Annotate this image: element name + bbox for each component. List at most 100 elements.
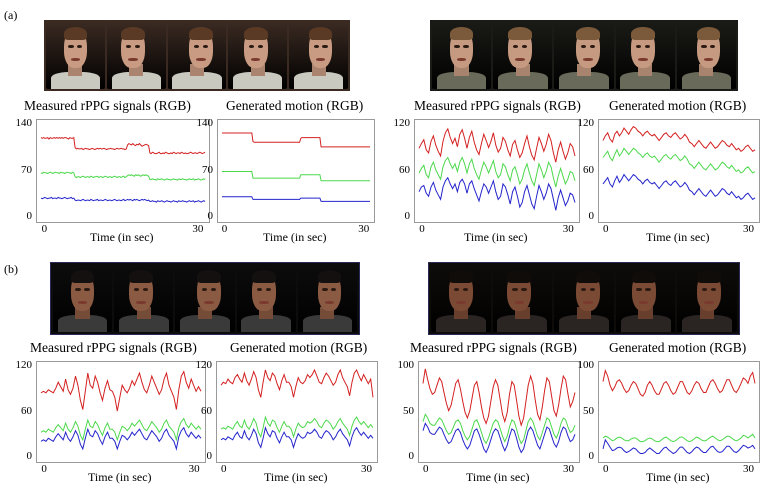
- face-strip-b2: [428, 262, 740, 335]
- chart-svg: [602, 125, 756, 201]
- y-tick-label: 120: [393, 117, 411, 129]
- chart-title-b2-measured: Measured rPPG signals (RGB): [410, 340, 577, 355]
- y-tick-label: 0: [26, 450, 33, 462]
- series-line-green: [40, 417, 202, 442]
- face-frame: [53, 265, 113, 332]
- series-line-red: [222, 132, 370, 148]
- y-tick-label: 50: [583, 404, 594, 417]
- chart-svg: [220, 368, 374, 450]
- chart-svg: [40, 370, 202, 451]
- x-axis-label: Time (in sec): [264, 470, 328, 484]
- series-line-red: [40, 136, 206, 155]
- plot-a1-measured: [36, 119, 210, 223]
- y-tick-label: 60: [21, 404, 32, 417]
- face-frame: [493, 22, 553, 89]
- face-frame: [615, 265, 676, 332]
- y-tick-label: 140: [196, 117, 214, 129]
- series-line-blue: [422, 422, 576, 454]
- x-tick-label: 30: [358, 223, 370, 235]
- x-tick-label: 30: [743, 463, 754, 475]
- series-line-green: [602, 147, 756, 174]
- y-tick-label: 140: [15, 117, 33, 129]
- chart-svg: [422, 368, 576, 454]
- x-tick-label: 0: [419, 223, 425, 235]
- x-tick-label: 0: [41, 223, 48, 235]
- y-tick-label: 60: [201, 404, 212, 417]
- plot-a2-motion: [598, 119, 760, 223]
- plot-b2-measured: [418, 361, 580, 463]
- face-frame: [46, 22, 105, 89]
- face-frame: [492, 265, 553, 332]
- series-line-red: [602, 125, 756, 152]
- face-strip-b1: [50, 262, 360, 335]
- face-frame: [236, 265, 296, 332]
- x-tick-label: 0: [221, 223, 228, 235]
- y-tick-label: 0: [207, 210, 214, 222]
- x-tick-label: 0: [221, 463, 227, 475]
- x-tick-label: 0: [603, 463, 609, 475]
- chart-title-a2-motion: Generated motion (RGB): [609, 98, 747, 113]
- series-line-red: [422, 368, 576, 427]
- face-frame: [106, 22, 166, 89]
- series-line-green: [222, 171, 370, 182]
- series-line-red: [40, 370, 202, 412]
- x-axis-label: Time (in sec): [263, 230, 327, 244]
- face-frame: [615, 22, 675, 89]
- face-strip-a1: [44, 20, 350, 91]
- y-tick-label: 120: [195, 359, 213, 371]
- chart-svg: [40, 136, 206, 203]
- plot-b1-motion: [216, 361, 378, 463]
- panel-label-b: (b): [4, 262, 18, 276]
- plot-a1-motion: [217, 119, 375, 223]
- series-line-green: [40, 171, 206, 181]
- plot-b2-motion: [598, 361, 760, 463]
- series-line-blue: [418, 176, 576, 211]
- chart-svg: [418, 127, 576, 211]
- y-tick-label: 0: [588, 210, 595, 222]
- face-strip-a2: [430, 20, 738, 91]
- face-frame: [167, 22, 227, 89]
- series-line-green: [220, 415, 374, 439]
- chart-title-a2-measured: Measured rPPG signals (RGB): [414, 98, 581, 113]
- series-line-blue: [40, 426, 202, 451]
- series-line-red: [602, 368, 756, 397]
- chart-title-b1-motion: Generated motion (RGB): [230, 340, 368, 355]
- series-line-blue: [40, 196, 206, 203]
- face-frame: [677, 265, 737, 332]
- face-frame: [114, 265, 174, 332]
- series-line-green: [602, 433, 756, 443]
- chart-title-b2-motion: Generated motion (RGB): [609, 340, 747, 355]
- chart-title-a1-measured: Measured rPPG signals (RGB): [24, 98, 191, 113]
- y-tick-label: 0: [588, 450, 595, 462]
- y-tick-label: 120: [15, 359, 33, 371]
- series-line-red: [418, 127, 576, 163]
- chart-svg: [602, 368, 756, 455]
- series-line-blue: [602, 438, 756, 455]
- face-frame: [431, 265, 491, 332]
- x-tick-label: 0: [423, 463, 429, 475]
- panel-label-a: (a): [4, 8, 18, 22]
- y-tick-label: 60: [583, 163, 594, 176]
- x-axis-label: Time (in sec): [466, 470, 530, 484]
- face-frame: [676, 22, 736, 89]
- y-tick-label: 120: [577, 117, 595, 129]
- x-tick-label: 0: [41, 463, 47, 475]
- y-tick-label: 0: [404, 210, 411, 222]
- x-tick-label: 30: [563, 463, 574, 475]
- series-line-blue: [220, 425, 374, 450]
- y-tick-label: 70: [202, 163, 213, 176]
- x-tick-label: 30: [361, 463, 372, 475]
- chart-title-a1-motion: Generated motion (RGB): [226, 98, 364, 113]
- y-tick-label: 100: [577, 359, 595, 371]
- series-line-green: [422, 413, 576, 445]
- face-frame: [289, 22, 348, 89]
- y-tick-label: 0: [26, 210, 33, 222]
- plot-a2-measured: [414, 119, 580, 223]
- x-tick-label: 0: [603, 223, 609, 235]
- face-frame: [175, 265, 235, 332]
- y-tick-label: 100: [397, 359, 415, 371]
- x-axis-label: Time (in sec): [464, 230, 528, 244]
- x-tick-label: 30: [192, 223, 204, 235]
- y-tick-label: 70: [21, 163, 32, 176]
- face-frame: [554, 265, 614, 332]
